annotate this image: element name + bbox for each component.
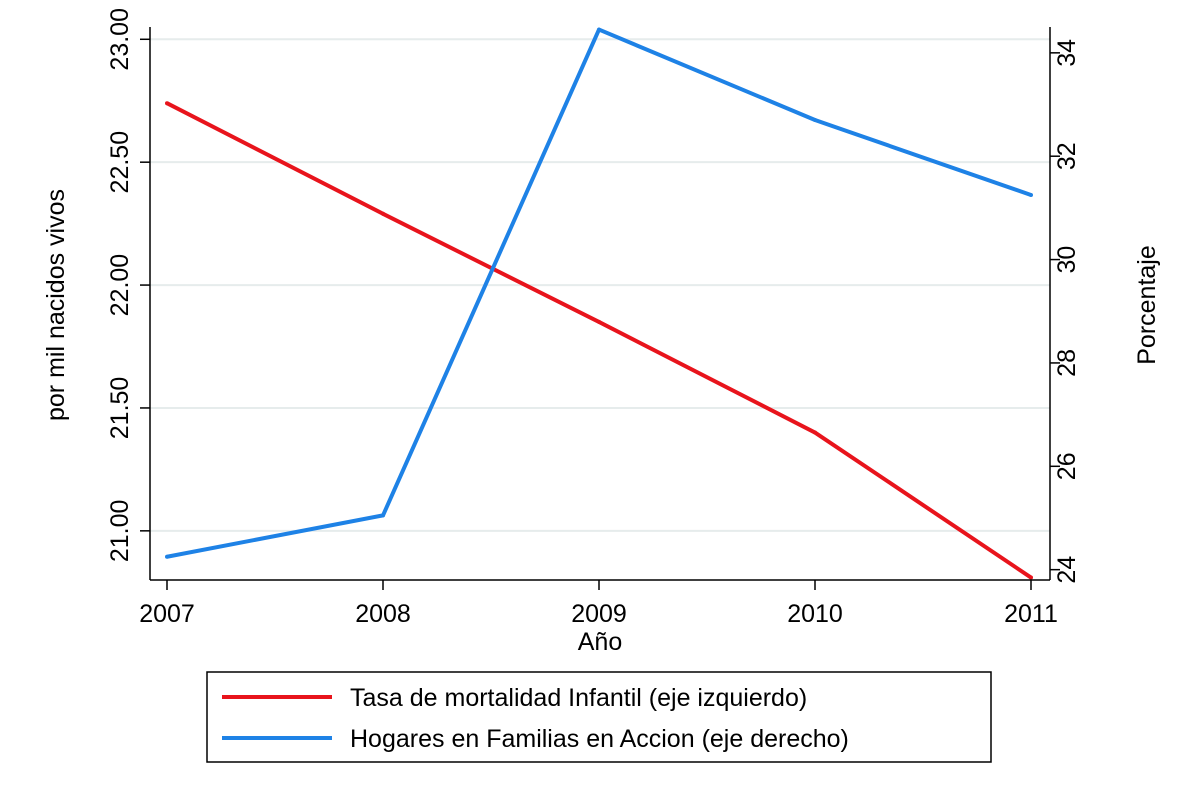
x-axis-title: Año <box>578 628 622 656</box>
legend-box <box>206 671 992 763</box>
series-1-point-2011 <box>1029 192 1033 197</box>
y-right-tick-label-34: 34 <box>1053 39 1081 67</box>
series-1-point-2009 <box>597 27 601 32</box>
legend: Tasa de mortalidad Infantil (eje izquier… <box>206 671 992 763</box>
y-right-tick-label-24: 24 <box>1053 556 1081 584</box>
y-right-tick-label-30: 30 <box>1053 246 1081 274</box>
series-0-point-2011 <box>1029 575 1033 580</box>
x-tick-label-2008: 2008 <box>355 600 411 628</box>
series-0-point-2008 <box>381 211 385 216</box>
y-left-tick-label-21.50: 21.50 <box>106 377 134 440</box>
legend-label-mortality: Tasa de mortalidad Infantil (eje izquier… <box>350 684 807 712</box>
axes: 23.00 22.50 22.00 21.50 21.00 34 32 30 28 26 24 200… <box>106 8 1081 628</box>
series-1-point-2010 <box>813 118 817 123</box>
series-1-point-2007 <box>165 554 169 559</box>
x-tick-label-2010: 2010 <box>787 600 843 628</box>
y-right-tick-label-28: 28 <box>1053 349 1081 377</box>
series-lines <box>165 27 1033 580</box>
y-right-tick-label-26: 26 <box>1053 452 1081 480</box>
x-tick-label-2011: 2011 <box>1004 600 1058 628</box>
series-0-point-2010 <box>813 430 817 435</box>
y-left-tick-label-21.00: 21.00 <box>106 500 134 563</box>
series-0-point-2009 <box>597 319 601 324</box>
y-right-axis-title: Porcentaje <box>1133 245 1161 365</box>
legend-label-households: Hogares en Familias en Accion (eje derec… <box>350 725 849 753</box>
series-0-point-2007 <box>165 101 169 106</box>
x-tick-label-2007: 2007 <box>139 600 195 628</box>
gridlines <box>150 38 1050 532</box>
y-left-tick-label-22.50: 22.50 <box>106 131 134 194</box>
y-left-axis-title: por mil nacidos vivos <box>42 189 70 421</box>
series-1-point-2008 <box>381 513 385 518</box>
y-left-tick-label-23.00: 23.00 <box>106 8 134 71</box>
y-left-tick-label-22.00: 22.00 <box>106 254 134 317</box>
x-tick-label-2009: 2009 <box>571 600 627 628</box>
y-right-tick-label-32: 32 <box>1053 142 1081 170</box>
